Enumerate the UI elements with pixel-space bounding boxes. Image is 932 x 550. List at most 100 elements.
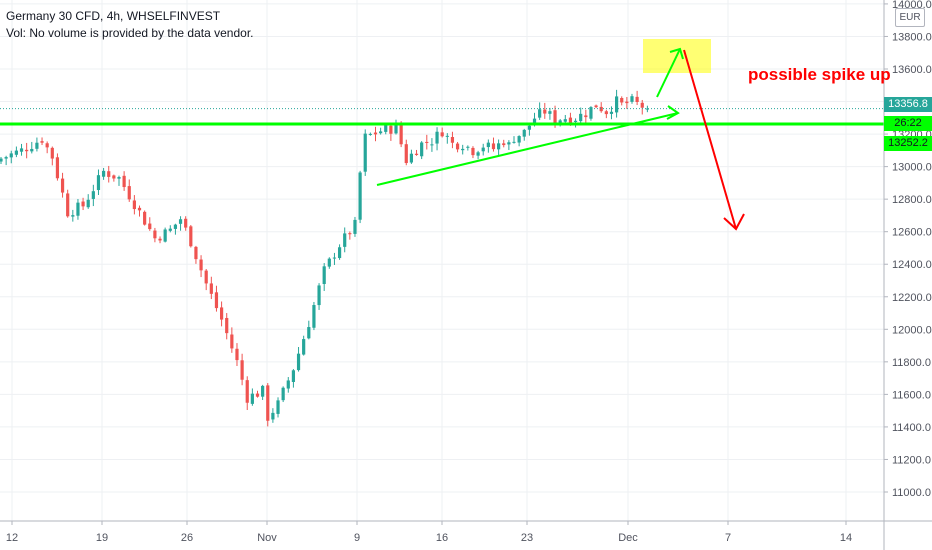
candle-body (45, 143, 49, 148)
candle-body (517, 136, 521, 143)
candle-body (214, 292, 219, 309)
candle-body (19, 148, 24, 152)
candle-body (168, 228, 172, 231)
candle-body (353, 219, 357, 234)
y-tick-label: 13000.0 (892, 162, 932, 174)
down-arrow (683, 49, 737, 230)
x-tick-label: 14 (840, 532, 852, 544)
candle-body (271, 412, 275, 420)
candle-body (312, 305, 316, 328)
candle-body (173, 224, 178, 229)
candle-body (60, 178, 65, 193)
candle-body (143, 211, 147, 225)
candle-body (158, 238, 162, 241)
candle-body (599, 106, 603, 112)
candle-body (317, 285, 321, 306)
candle-body (548, 111, 552, 114)
candle-body (261, 385, 265, 397)
candle-body (394, 123, 398, 134)
candle-body (255, 393, 260, 397)
last-price-tag: 13356.8 (884, 97, 932, 112)
candle-body (302, 339, 306, 355)
candle-body (96, 175, 101, 191)
legend-volume-note: Vol: No volume is provided by the data v… (6, 26, 254, 40)
candle-body (568, 117, 573, 124)
x-tick-label: Dec (618, 532, 638, 544)
candle-body (589, 107, 593, 119)
candle-body (66, 193, 70, 217)
candle-body (76, 202, 80, 216)
candle-body (389, 125, 393, 134)
candle-body (276, 400, 280, 414)
candle-body (337, 247, 342, 259)
candle-body (620, 98, 624, 103)
y-tick-label: 12800.0 (892, 194, 932, 206)
x-tick-label: 26 (181, 532, 193, 544)
candle-body (235, 348, 239, 361)
candle-body (358, 172, 362, 220)
candle-body (50, 147, 54, 159)
candle-body (137, 207, 142, 211)
chart-legend: Germany 30 CFD, 4h, WHSELFINVEST Vol: No… (6, 8, 253, 42)
candle-body (107, 171, 111, 177)
candle-body (563, 119, 567, 122)
candle-body (322, 266, 326, 284)
y-tick-label: 11800.0 (892, 357, 931, 369)
candle-body (522, 129, 526, 137)
legend-title: Germany 30 CFD, 4h, WHSELFINVEST (6, 9, 221, 23)
currency-badge[interactable]: EUR (895, 8, 925, 27)
candle-body (625, 101, 629, 104)
candle-body (455, 143, 460, 150)
candle-body (481, 147, 485, 152)
candle-body (199, 259, 203, 271)
candle-body (102, 170, 106, 177)
candle-body (497, 143, 501, 150)
candle-body (615, 96, 619, 113)
candle-body (527, 125, 531, 130)
y-tick-label: 14000.0 (892, 0, 932, 11)
level-tag: 13252.2 (884, 136, 932, 151)
candle-body (476, 152, 480, 156)
candle-body (153, 230, 157, 239)
y-tick-label: 11200.0 (892, 454, 931, 466)
candle-body (40, 141, 44, 143)
candle-body (230, 334, 234, 349)
candle-body (512, 141, 516, 143)
candle-body (25, 149, 29, 152)
candle-body (532, 118, 537, 126)
candle-body (332, 257, 337, 259)
candle-body (14, 150, 18, 155)
x-tick-label: 19 (96, 532, 108, 544)
candle-body (194, 246, 198, 260)
candle-body (343, 233, 347, 247)
y-tick-label: 13800.0 (892, 31, 932, 43)
drawings (0, 39, 884, 231)
candle-body (91, 191, 95, 199)
y-tick-label: 11400.0 (892, 422, 931, 434)
candle-body (363, 133, 367, 172)
candle-body (466, 146, 470, 148)
y-tick-label: 12200.0 (892, 292, 932, 304)
candle-body (414, 153, 419, 155)
x-tick-label: 7 (725, 532, 731, 544)
trend-line-arrowhead (666, 105, 680, 120)
candle-body (127, 186, 131, 200)
candle-body (425, 141, 429, 143)
candle-body (450, 137, 455, 143)
candle-body (543, 109, 547, 114)
candle-body (384, 125, 388, 132)
candle-body (491, 143, 496, 150)
candle-body (440, 132, 444, 137)
candle-body (148, 223, 152, 230)
y-tick-label: 11600.0 (892, 389, 931, 401)
candle-body (630, 96, 634, 102)
down-arrow-head (723, 213, 745, 231)
candle-body (209, 283, 213, 294)
candle-body (502, 143, 506, 146)
countdown-tag: 26:22 (884, 116, 932, 131)
candle-body (584, 115, 588, 118)
candle-body (219, 307, 224, 320)
candle-body (178, 219, 183, 224)
